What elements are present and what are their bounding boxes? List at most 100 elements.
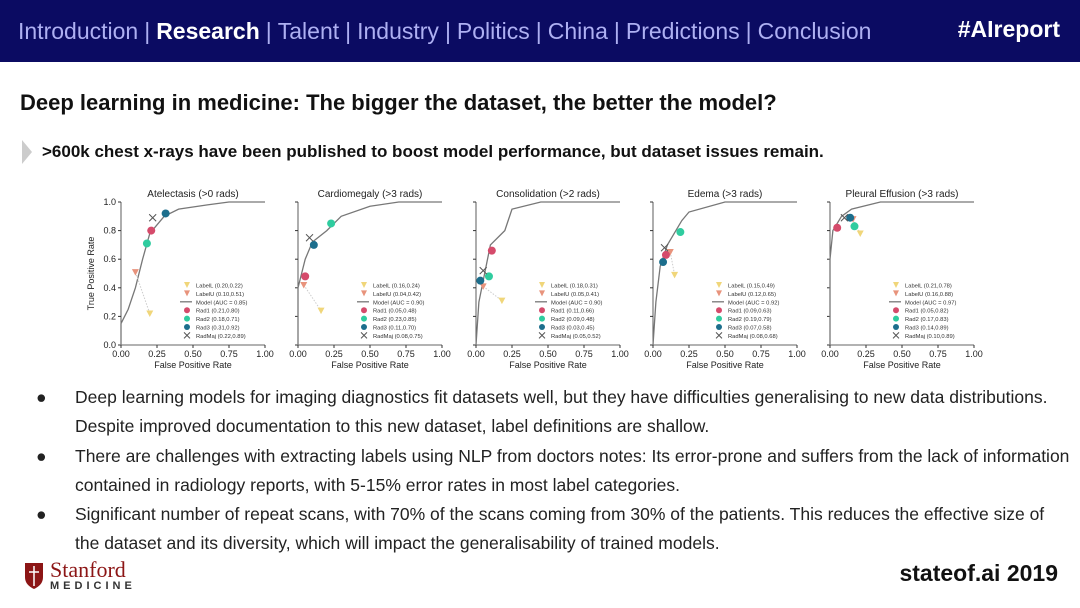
footer-site: stateof.ai 2019 — [899, 560, 1058, 586]
nav-item-predictions[interactable]: Predictions — [625, 17, 740, 44]
y-tick-label: 0.2 — [103, 311, 116, 321]
nav-item-industry[interactable]: Industry — [357, 17, 439, 44]
x-axis-label: False Positive Rate — [509, 360, 587, 370]
x-tick-label: 0.00 — [289, 349, 307, 359]
bullet-item: ● There are challenges with extracting la… — [30, 442, 1070, 501]
x-tick-label: 0.00 — [821, 349, 839, 359]
labell-point — [146, 310, 154, 318]
labell-point — [856, 230, 864, 237]
section-nav: Introduction | Research | Talent | Industry | Po… — [18, 18, 871, 45]
legend-marker — [361, 315, 367, 322]
x-tick-label: 0.50 — [361, 349, 379, 359]
radmaj-point — [660, 243, 669, 252]
x-tick-label: 0.00 — [112, 349, 130, 359]
rad3-point — [161, 209, 170, 218]
legend-label: LabelU (0.04,0.42) — [373, 292, 421, 298]
legend-label: LabelL (0.20,0.22) — [196, 284, 243, 290]
legend-marker — [893, 282, 899, 288]
rad2-point — [676, 228, 685, 237]
radmaj-point — [305, 233, 314, 242]
legend-label: Rad2 (0.17,0.83) — [905, 317, 949, 323]
chart-panel: Cardiomegaly (>3 rads) 0.00 0.25 0.50 0.75 1.… — [289, 189, 451, 370]
y-tick-label: 1.0 — [103, 197, 116, 207]
legend-marker — [716, 324, 722, 330]
bullet-item: ● Deep learning models for imaging diagno… — [30, 383, 1070, 442]
chart-title: Cardiomegaly (>3 rads) — [318, 189, 423, 200]
nav-item-china[interactable]: China — [547, 17, 608, 44]
labelu-point — [666, 249, 674, 256]
nav-item-introduction[interactable]: Introduction — [18, 17, 139, 44]
radmaj-point — [840, 213, 849, 222]
labelu-point — [131, 269, 139, 276]
rad2-point — [327, 219, 336, 228]
x-tick-label: 0.75 — [929, 349, 947, 359]
x-tick-label: 1.00 — [788, 349, 806, 359]
legend-marker — [715, 332, 723, 339]
chart-title: Edema (>3 rads) — [688, 189, 763, 200]
chart-title: Atelectasis (>0 rads) — [147, 189, 238, 200]
legend-label: LabelL (0.15,0.49) — [728, 284, 775, 290]
legend-label: LabelU (0.16,0.88) — [905, 292, 953, 298]
legend-marker — [893, 307, 899, 314]
x-tick-label: 0.75 — [220, 349, 238, 359]
logo-name: Stanford — [50, 557, 126, 582]
chart-title: Pleural Effusion (>3 rads) — [846, 189, 959, 200]
legend-label: Rad3 (0.03,0.45) — [551, 326, 595, 332]
legend-label: Rad3 (0.14,0.89) — [905, 326, 949, 332]
legend-marker — [539, 290, 545, 297]
legend-marker — [361, 290, 367, 297]
legend-marker — [184, 307, 190, 314]
rad3-point — [476, 276, 485, 285]
legend-label: LabelU (0.12,0.65) — [728, 292, 776, 298]
legend-marker — [539, 282, 545, 288]
legend-label: Rad2 (0.18,0.71) — [196, 317, 240, 323]
x-tick-label: 1.00 — [256, 349, 274, 359]
legend-marker — [184, 315, 190, 322]
x-tick-label: 0.25 — [503, 349, 521, 359]
x-tick-label: 0.25 — [680, 349, 698, 359]
x-tick-label: 1.00 — [611, 349, 629, 359]
rad1-point — [147, 226, 156, 235]
legend-label: LabelU (0.05,0.41) — [551, 292, 599, 298]
legend-label: LabelL (0.21,0.78) — [905, 284, 952, 290]
legend-label: Rad3 (0.31,0.92) — [196, 326, 240, 332]
nav-item-research[interactable]: Research — [156, 17, 260, 44]
y-axis-label: True Positive Rate — [86, 237, 96, 311]
nav-separator: | — [444, 17, 451, 44]
legend-label: Rad1 (0.05,0.48) — [373, 309, 417, 315]
legend-label: RadMaj (0.22,0.89) — [196, 334, 246, 340]
x-tick-label: 1.00 — [433, 349, 451, 359]
rad2-point — [850, 222, 859, 231]
nav-separator: | — [265, 17, 272, 44]
legend-label: Model (AUC = 0.97) — [905, 300, 956, 306]
x-tick-label: 0.75 — [397, 349, 415, 359]
legend-marker — [184, 324, 190, 330]
nav-item-politics[interactable]: Politics — [456, 17, 530, 44]
x-tick-label: 0.75 — [752, 349, 770, 359]
rad2-point — [142, 239, 151, 248]
subtitle: >600k chest x-rays have been published t… — [22, 140, 824, 164]
x-tick-label: 0.00 — [644, 349, 662, 359]
chart-panel: Atelectasis (>0 rads) 0.00 0.25 0.50 0.75 1.0… — [86, 189, 274, 370]
legend-marker — [539, 307, 545, 314]
legend-label: Model (AUC = 0.92) — [728, 300, 779, 306]
label-connector — [482, 285, 503, 302]
y-tick-label: 0.6 — [103, 254, 116, 264]
nav-separator: | — [345, 17, 352, 44]
top-nav-bar: Introduction | Research | Talent | Industry | Po… — [0, 0, 1080, 62]
model-roc-curve — [652, 201, 797, 346]
bullet-list: ● Deep learning models for imaging diagno… — [30, 383, 1070, 559]
legend-label: Model (AUC = 0.90) — [551, 300, 602, 306]
nav-separator: | — [144, 17, 151, 44]
y-tick-label: 0.0 — [103, 340, 116, 350]
subtitle-text: >600k chest x-rays have been published t… — [42, 142, 824, 161]
labelu-point — [300, 281, 308, 289]
nav-item-conclusion[interactable]: Conclusion — [757, 17, 872, 44]
nav-separator: | — [745, 17, 752, 44]
stanford-medicine-logo: Stanford MEDICINE — [24, 557, 136, 592]
x-axis-label: False Positive Rate — [154, 360, 232, 370]
model-roc-curve — [475, 201, 620, 346]
legend-marker — [716, 282, 722, 288]
nav-separator: | — [535, 17, 542, 44]
nav-item-talent[interactable]: Talent — [277, 17, 340, 44]
